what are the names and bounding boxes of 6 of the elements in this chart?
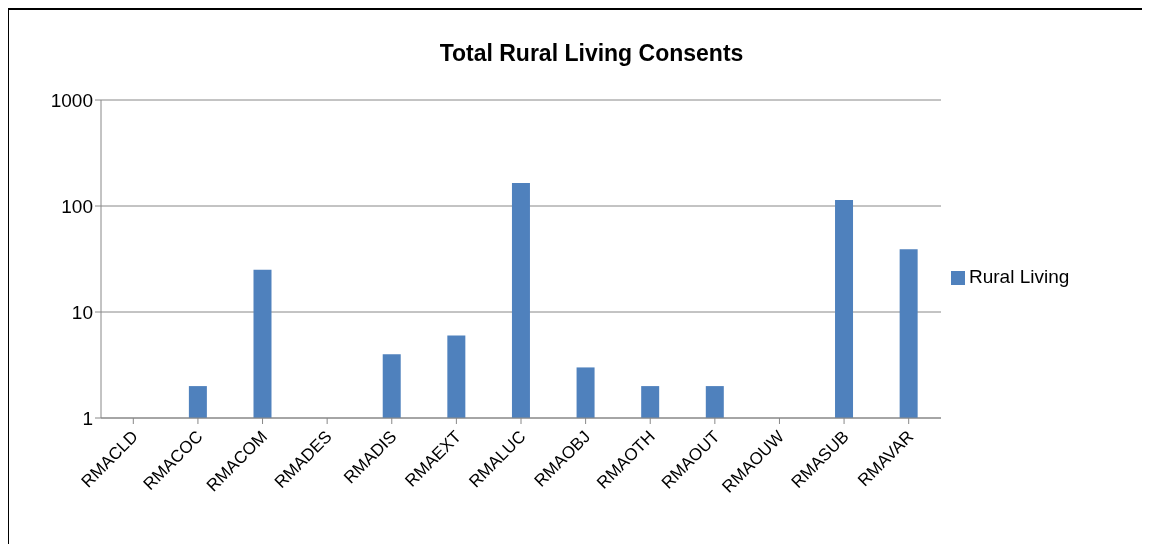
y-tick-label: 100 — [61, 195, 93, 217]
y-tick-label: 1 — [82, 407, 93, 429]
y-tick-label: 10 — [71, 301, 93, 323]
chart-title: Total Rural Living Consents — [438, 40, 745, 67]
legend-label: Rural Living — [969, 266, 1070, 287]
y-tick-label: 1000 — [50, 89, 93, 111]
